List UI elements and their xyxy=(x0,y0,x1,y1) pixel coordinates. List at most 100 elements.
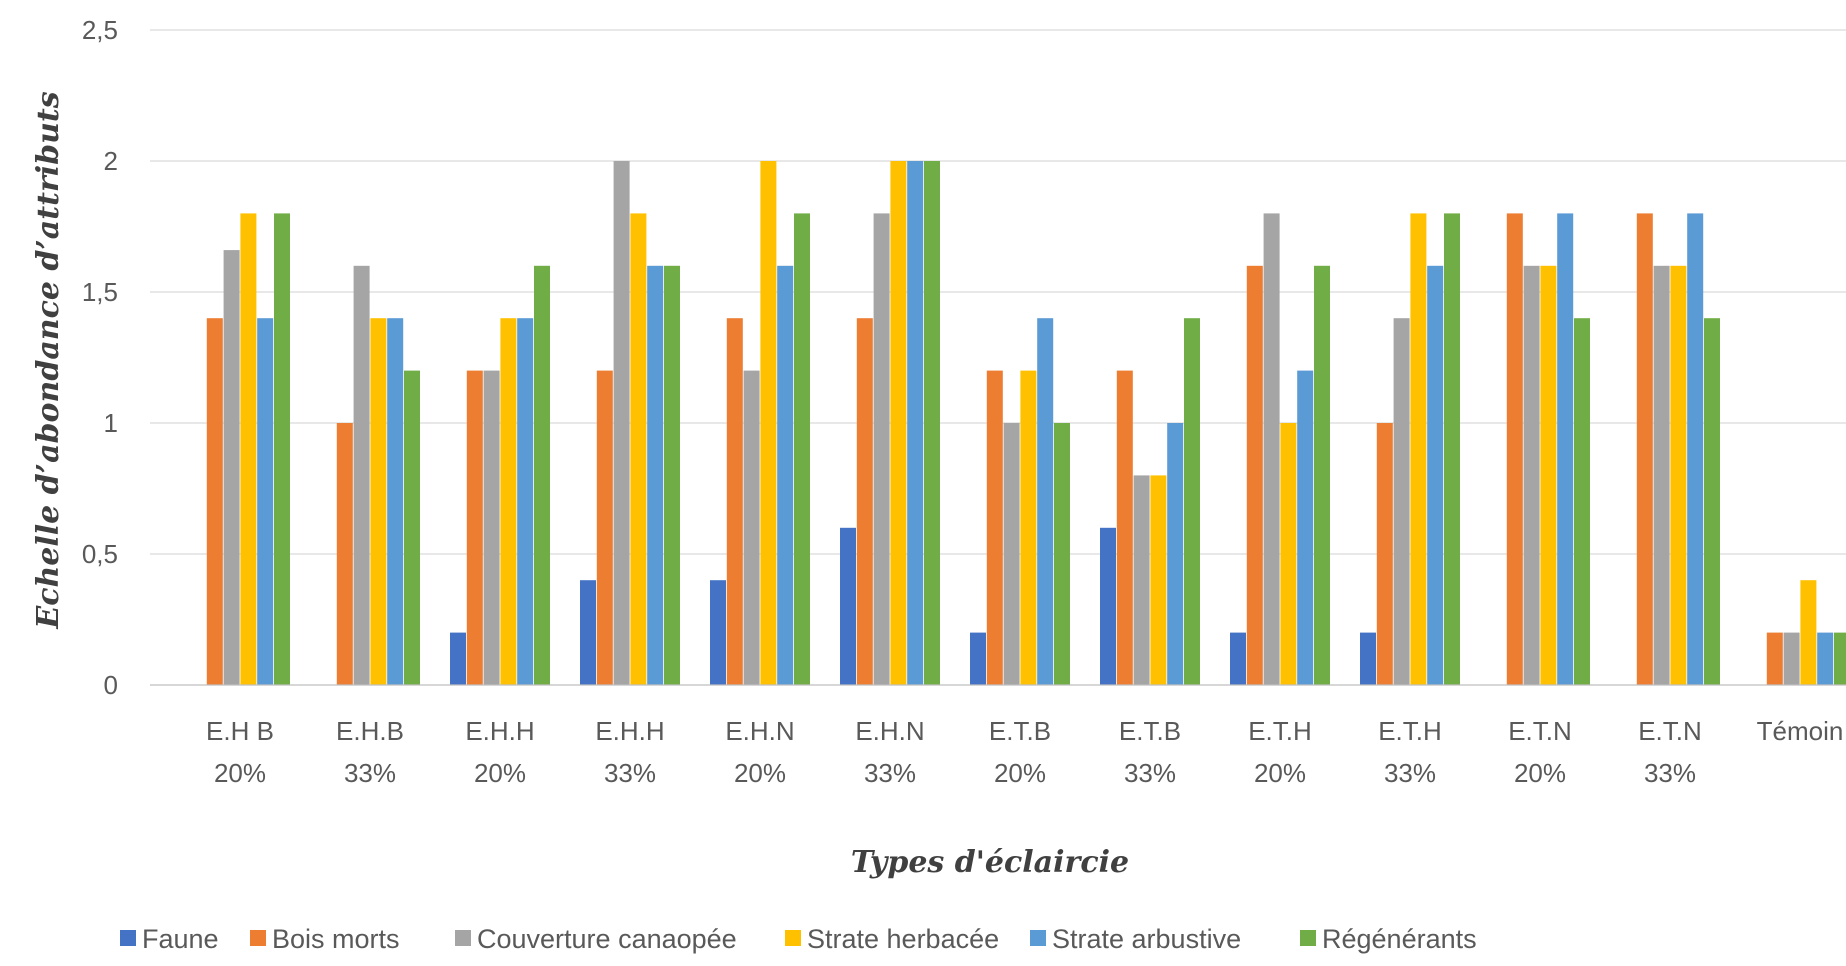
bar-4-9 xyxy=(1427,265,1444,685)
x-category-label: 20% xyxy=(1514,758,1566,788)
legend-label: Strate herbacée xyxy=(807,924,999,954)
x-category-label: 33% xyxy=(1124,758,1176,788)
bar-4-2 xyxy=(517,318,534,685)
legend-swatch xyxy=(455,930,471,946)
bar-1-3 xyxy=(596,370,613,685)
bar-2-12 xyxy=(1783,632,1800,685)
x-category-label: E.T.B xyxy=(989,716,1051,746)
bar-3-2 xyxy=(500,318,517,685)
bar-4-12 xyxy=(1817,632,1834,685)
bar-3-9 xyxy=(1410,213,1427,685)
bar-2-11 xyxy=(1653,265,1670,685)
x-category-label: 20% xyxy=(994,758,1046,788)
bar-4-3 xyxy=(647,265,664,685)
bar-2-6 xyxy=(1003,423,1020,685)
legend-label: Strate arbustive xyxy=(1052,924,1241,954)
bar-4-4 xyxy=(777,265,794,685)
y-tick-label: 1,5 xyxy=(82,277,118,307)
bar-5-2 xyxy=(534,265,550,685)
bar-5-1 xyxy=(404,370,420,685)
bar-5-4 xyxy=(794,213,810,685)
bar-1-7 xyxy=(1116,370,1133,685)
bar-2-3 xyxy=(613,161,630,685)
y-tick-label: 0,5 xyxy=(82,539,118,569)
bar-4-10 xyxy=(1557,213,1574,685)
bar-2-4 xyxy=(743,370,760,685)
x-category-label: Témoin xyxy=(1757,716,1844,746)
bar-1-6 xyxy=(986,370,1003,685)
y-tick-label: 2 xyxy=(104,146,118,176)
bar-0-4 xyxy=(710,580,726,685)
x-category-label: E.H.N xyxy=(725,716,794,746)
bar-1-10 xyxy=(1506,213,1523,685)
x-axis-title: Types d'éclaircie xyxy=(851,845,1129,880)
y-tick-label: 1 xyxy=(104,408,118,438)
legend-swatch xyxy=(1030,930,1046,946)
x-category-label: E.H.B xyxy=(336,716,404,746)
bar-0-2 xyxy=(450,632,466,685)
x-category-label: E.T.B xyxy=(1119,716,1181,746)
bar-0-3 xyxy=(580,580,596,685)
legend-swatch xyxy=(1300,930,1316,946)
x-category-label: 20% xyxy=(474,758,526,788)
x-category-label: 20% xyxy=(214,758,266,788)
legend-item: Régénérants xyxy=(1300,924,1477,954)
bar-1-12 xyxy=(1766,632,1783,685)
bar-5-3 xyxy=(664,265,680,685)
bar-4-6 xyxy=(1037,318,1054,685)
bar-2-0 xyxy=(223,250,240,685)
legend-item: Faune xyxy=(120,924,219,954)
bar-3-1 xyxy=(370,318,387,685)
bars xyxy=(206,161,1846,685)
x-category-label: E.H.H xyxy=(595,716,664,746)
legend-item: Strate arbustive xyxy=(1030,924,1241,954)
bar-4-11 xyxy=(1687,213,1704,685)
labels: 0 0,5 1 1,5 2 2,5 E.H B 20% E.H.B 33% E.H.H 20% E.H.… xyxy=(82,15,1844,788)
bar-4-8 xyxy=(1297,370,1314,685)
legend-label: Régénérants xyxy=(1322,924,1477,954)
legend-label: Couverture canaopée xyxy=(477,924,737,954)
bar-1-11 xyxy=(1636,213,1653,685)
bar-5-7 xyxy=(1184,318,1200,685)
bar-3-5 xyxy=(890,161,907,685)
bar-1-9 xyxy=(1376,423,1393,685)
bar-1-2 xyxy=(466,370,483,685)
bar-3-10 xyxy=(1540,265,1557,685)
bar-2-8 xyxy=(1263,213,1280,685)
bar-1-0 xyxy=(206,318,223,685)
bar-0-9 xyxy=(1360,632,1376,685)
bar-5-6 xyxy=(1054,423,1070,685)
bar-1-8 xyxy=(1246,265,1263,685)
x-category-label: E.T.H xyxy=(1378,716,1442,746)
bar-1-1 xyxy=(336,423,353,685)
legend: Faune Bois morts Couverture canaopée Strate… xyxy=(120,924,1477,954)
bar-3-4 xyxy=(760,161,777,685)
bar-3-11 xyxy=(1670,265,1687,685)
bar-4-0 xyxy=(257,318,274,685)
legend-swatch xyxy=(120,930,136,946)
bar-3-7 xyxy=(1150,475,1167,685)
bar-0-8 xyxy=(1230,632,1246,685)
bar-2-5 xyxy=(873,213,890,685)
legend-item: Bois morts xyxy=(250,924,400,954)
bar-3-8 xyxy=(1280,423,1297,685)
x-category-label: 33% xyxy=(1644,758,1696,788)
legend-item: Couverture canaopée xyxy=(455,924,737,954)
bar-3-6 xyxy=(1020,370,1037,685)
x-category-label: 20% xyxy=(734,758,786,788)
bar-5-8 xyxy=(1314,265,1330,685)
legend-swatch xyxy=(250,930,266,946)
x-category-label: E.H.N xyxy=(855,716,924,746)
legend-label: Bois morts xyxy=(272,924,400,954)
bar-4-5 xyxy=(907,161,924,685)
bar-4-7 xyxy=(1167,423,1184,685)
bar-4-1 xyxy=(387,318,404,685)
bar-0-7 xyxy=(1100,527,1116,685)
x-category-label: 33% xyxy=(344,758,396,788)
bar-5-12 xyxy=(1834,632,1846,685)
bar-1-5 xyxy=(856,318,873,685)
bar-2-9 xyxy=(1393,318,1410,685)
bar-0-6 xyxy=(970,632,986,685)
